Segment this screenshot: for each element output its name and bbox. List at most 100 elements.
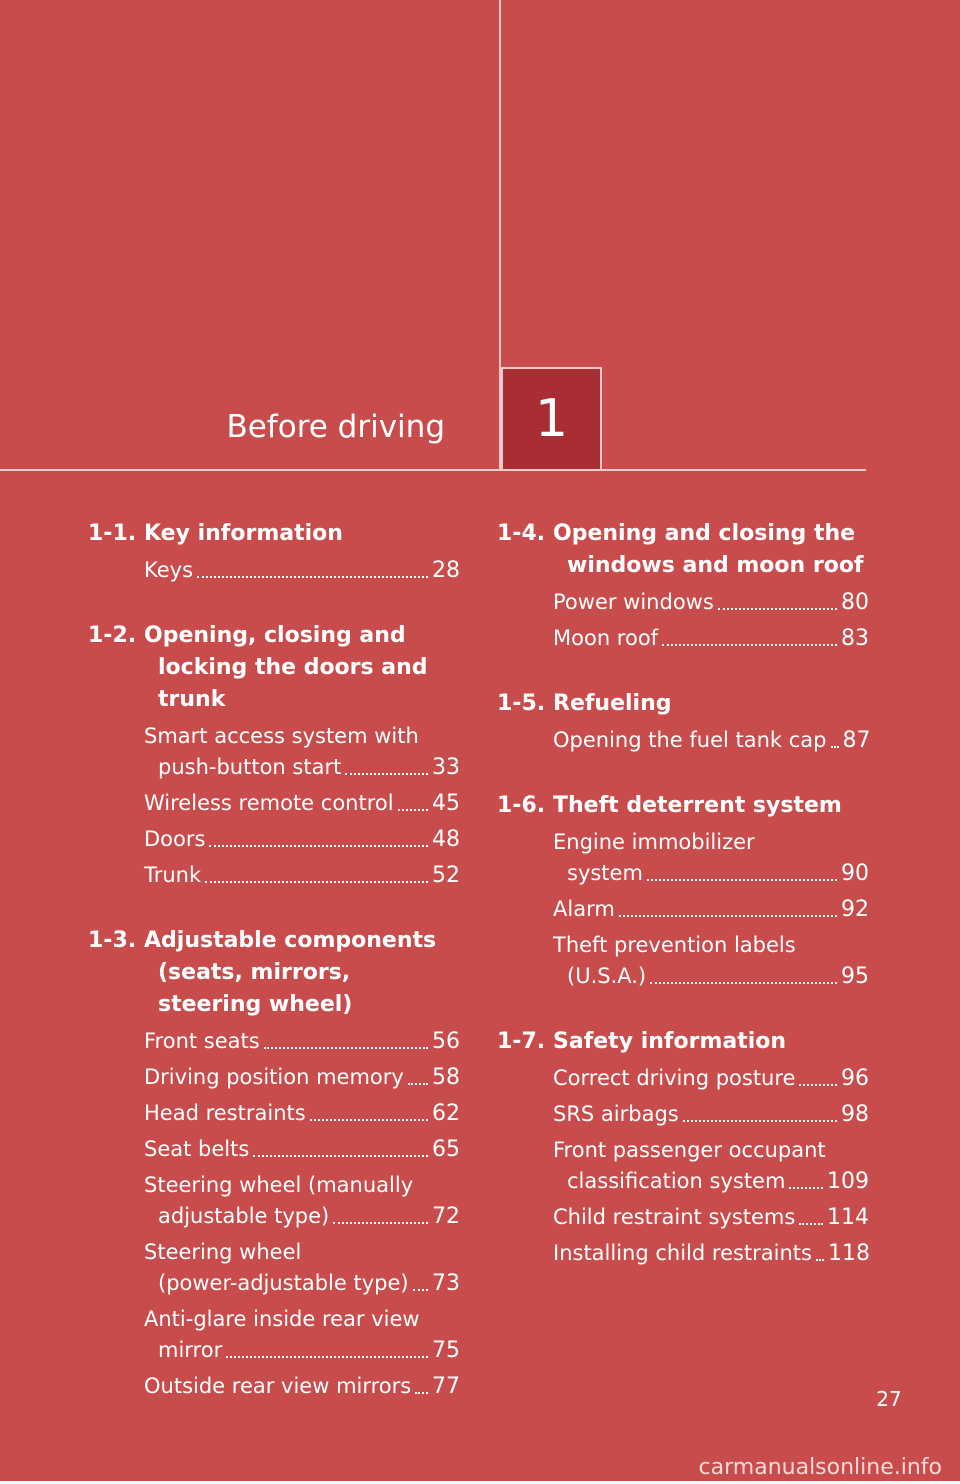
toc-entry[interactable]: Installing child restraints 118	[553, 1238, 870, 1269]
toc-section: 1-6. Theft deterrent system Engine immobil…	[497, 790, 869, 992]
entry-page-number: 75	[432, 1338, 460, 1363]
toc-entry[interactable]: Front passenger occupant classification s…	[553, 1135, 869, 1197]
toc-entry[interactable]: Driving position memory 58	[144, 1062, 460, 1093]
toc-entry[interactable]: Theft prevention labels (U.S.A.) 95	[553, 930, 869, 992]
horizontal-divider	[0, 469, 866, 471]
toc-entry[interactable]: Front seats 56	[144, 1026, 460, 1057]
toc-entry[interactable]: Engine immobilizer system 90	[553, 827, 869, 889]
dot-leader	[197, 576, 428, 578]
toc-entry[interactable]: Seat belts 65	[144, 1134, 460, 1165]
watermark: carmanualsonline.info	[698, 1455, 942, 1480]
toc-entry[interactable]: Smart access system with push-button star…	[144, 721, 460, 783]
section-heading[interactable]: 1-3. Adjustable components (seats, mirrors…	[88, 925, 460, 1021]
entry-title-line: push-button start	[158, 755, 342, 779]
dot-leader	[209, 845, 428, 847]
entry-page-number: 65	[432, 1137, 460, 1162]
toc-entry[interactable]: Head restraints 62	[144, 1098, 460, 1129]
section-title-line: trunk	[158, 687, 226, 712]
toc-entry[interactable]: Steering wheel (power-adjustable type) 73	[144, 1237, 460, 1299]
entry-title: Power windows	[553, 590, 714, 614]
toc-entry[interactable]: Alarm 92	[553, 894, 869, 925]
toc-right-column: 1-4. Opening and closing the windows and m…	[497, 518, 871, 1303]
toc-entry[interactable]: Opening the fuel tank cap 87	[553, 725, 871, 756]
entry-title: Alarm	[553, 897, 615, 921]
entry-page-number: 48	[432, 827, 460, 852]
dot-leader	[682, 1120, 837, 1122]
entry-page-number: 73	[432, 1271, 460, 1296]
section-title-line: Opening and closing the	[553, 521, 856, 546]
toc-entry[interactable]: Correct driving posture 96	[553, 1063, 869, 1094]
entry-page-number: 98	[841, 1102, 869, 1127]
entry-title-line: (power-adjustable type)	[158, 1271, 409, 1295]
entry-title-line: (U.S.A.)	[567, 964, 647, 988]
toc-entry[interactable]: Outside rear view mirrors 77	[144, 1371, 460, 1402]
toc-entry[interactable]: Keys 28	[144, 555, 460, 586]
toc-entry[interactable]: Steering wheel (manually adjustable type)…	[144, 1170, 460, 1232]
toc-entry[interactable]: Doors 48	[144, 824, 460, 855]
section-number: 1-3.	[88, 928, 137, 953]
section-title-line: (seats, mirrors,	[158, 960, 351, 985]
entry-page-number: 83	[841, 626, 869, 651]
entry-title-line: Front passenger occupant	[553, 1138, 826, 1162]
entry-title-line: mirror	[158, 1338, 223, 1362]
section-heading[interactable]: 1-6. Theft deterrent system	[497, 790, 869, 822]
entry-title: SRS airbags	[553, 1102, 679, 1126]
entry-title: Driving position memory	[144, 1065, 404, 1089]
entry-page-number: 87	[842, 728, 871, 753]
dot-leader	[717, 608, 837, 610]
entry-title: Wireless remote control	[144, 791, 394, 815]
dot-leader	[407, 1083, 428, 1085]
dot-leader	[799, 1223, 823, 1225]
entry-title: Doors	[144, 827, 206, 851]
section-title-line: locking the doors and	[158, 655, 428, 680]
section-title-line: Key information	[144, 521, 343, 546]
entry-title: Head restraints	[144, 1101, 306, 1125]
dot-leader	[253, 1155, 428, 1157]
entry-page-number: 33	[432, 755, 460, 780]
dot-leader	[618, 915, 837, 917]
toc-section: 1-5. Refueling Opening the fuel tank cap 87	[497, 688, 871, 756]
toc-section: 1-2. Opening, closing and locking the door…	[88, 620, 460, 891]
entry-title-line: classification system	[567, 1169, 786, 1193]
section-title: Key information	[144, 518, 460, 550]
entry-title: Trunk	[144, 863, 202, 887]
dot-leader	[412, 1289, 428, 1291]
entry-page-number: 96	[841, 1066, 869, 1091]
chapter-title: Before driving	[226, 409, 445, 445]
entry-page-number: 28	[432, 558, 460, 583]
entry-title: Moon roof	[553, 626, 659, 650]
section-heading[interactable]: 1-1. Key information	[88, 518, 460, 550]
entry-title: Child restraint systems	[553, 1205, 796, 1229]
toc-entry[interactable]: Trunk 52	[144, 860, 460, 891]
page-number: 27	[876, 1387, 902, 1411]
toc-entry[interactable]: Anti-glare inside rear view mirror 75	[144, 1304, 460, 1366]
section-number: 1-1.	[88, 521, 137, 546]
entry-title: Correct driving posture	[553, 1066, 796, 1090]
entry-page-number: 77	[432, 1374, 460, 1399]
entry-page-number: 56	[432, 1029, 460, 1054]
section-number: 1-2.	[88, 623, 137, 648]
toc-entry[interactable]: Child restraint systems 114	[553, 1202, 869, 1233]
section-heading[interactable]: 1-2. Opening, closing and locking the door…	[88, 620, 460, 716]
section-heading[interactable]: 1-4. Opening and closing the windows and m…	[497, 518, 869, 582]
section-heading[interactable]: 1-5. Refueling	[497, 688, 869, 720]
dot-leader	[830, 746, 839, 748]
section-title-line: Theft deterrent system	[553, 793, 842, 818]
dot-leader	[345, 773, 428, 775]
section-title: Opening, closing and locking the doors an…	[144, 620, 460, 716]
section-number: 1-7.	[497, 1029, 546, 1054]
entry-page-number: 95	[841, 964, 869, 989]
toc-entry[interactable]: Wireless remote control 45	[144, 788, 460, 819]
entry-title: Installing child restraints	[553, 1241, 812, 1265]
section-heading[interactable]: 1-7. Safety information	[497, 1026, 869, 1058]
dot-leader	[650, 982, 837, 984]
entry-page-number: 92	[841, 897, 869, 922]
toc-entry[interactable]: Moon roof 83	[553, 623, 869, 654]
entry-title-line: Engine immobilizer	[553, 830, 755, 854]
toc-entry[interactable]: SRS airbags 98	[553, 1099, 869, 1130]
dot-leader	[309, 1119, 428, 1121]
section-title-line: Opening, closing and	[144, 623, 406, 648]
section-title: Theft deterrent system	[553, 790, 869, 822]
toc-entry[interactable]: Power windows 80	[553, 587, 869, 618]
